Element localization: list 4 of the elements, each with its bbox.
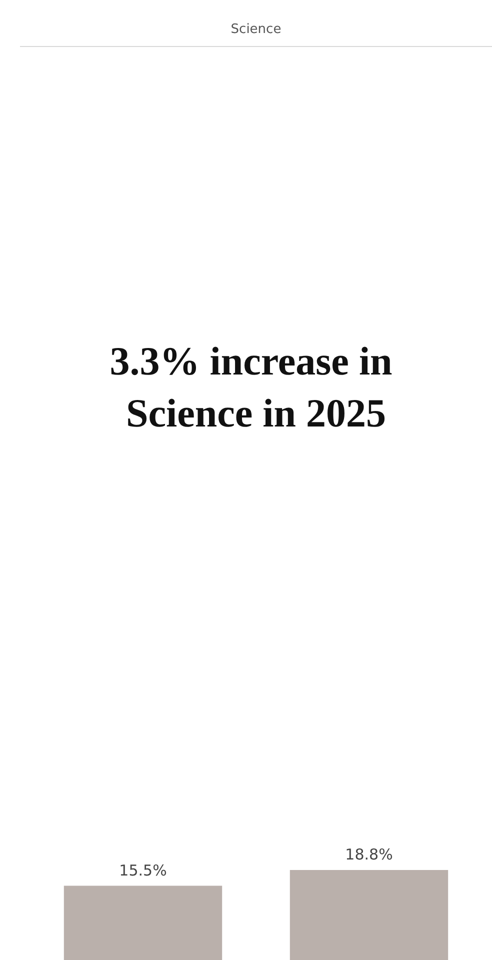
- chart-title: Science: [230, 22, 282, 37]
- data-label: 15.5%: [119, 861, 167, 880]
- text: 3.3% increase in Science in 2025: [110, 338, 402, 436]
- data-label: 18.8%: [345, 846, 393, 864]
